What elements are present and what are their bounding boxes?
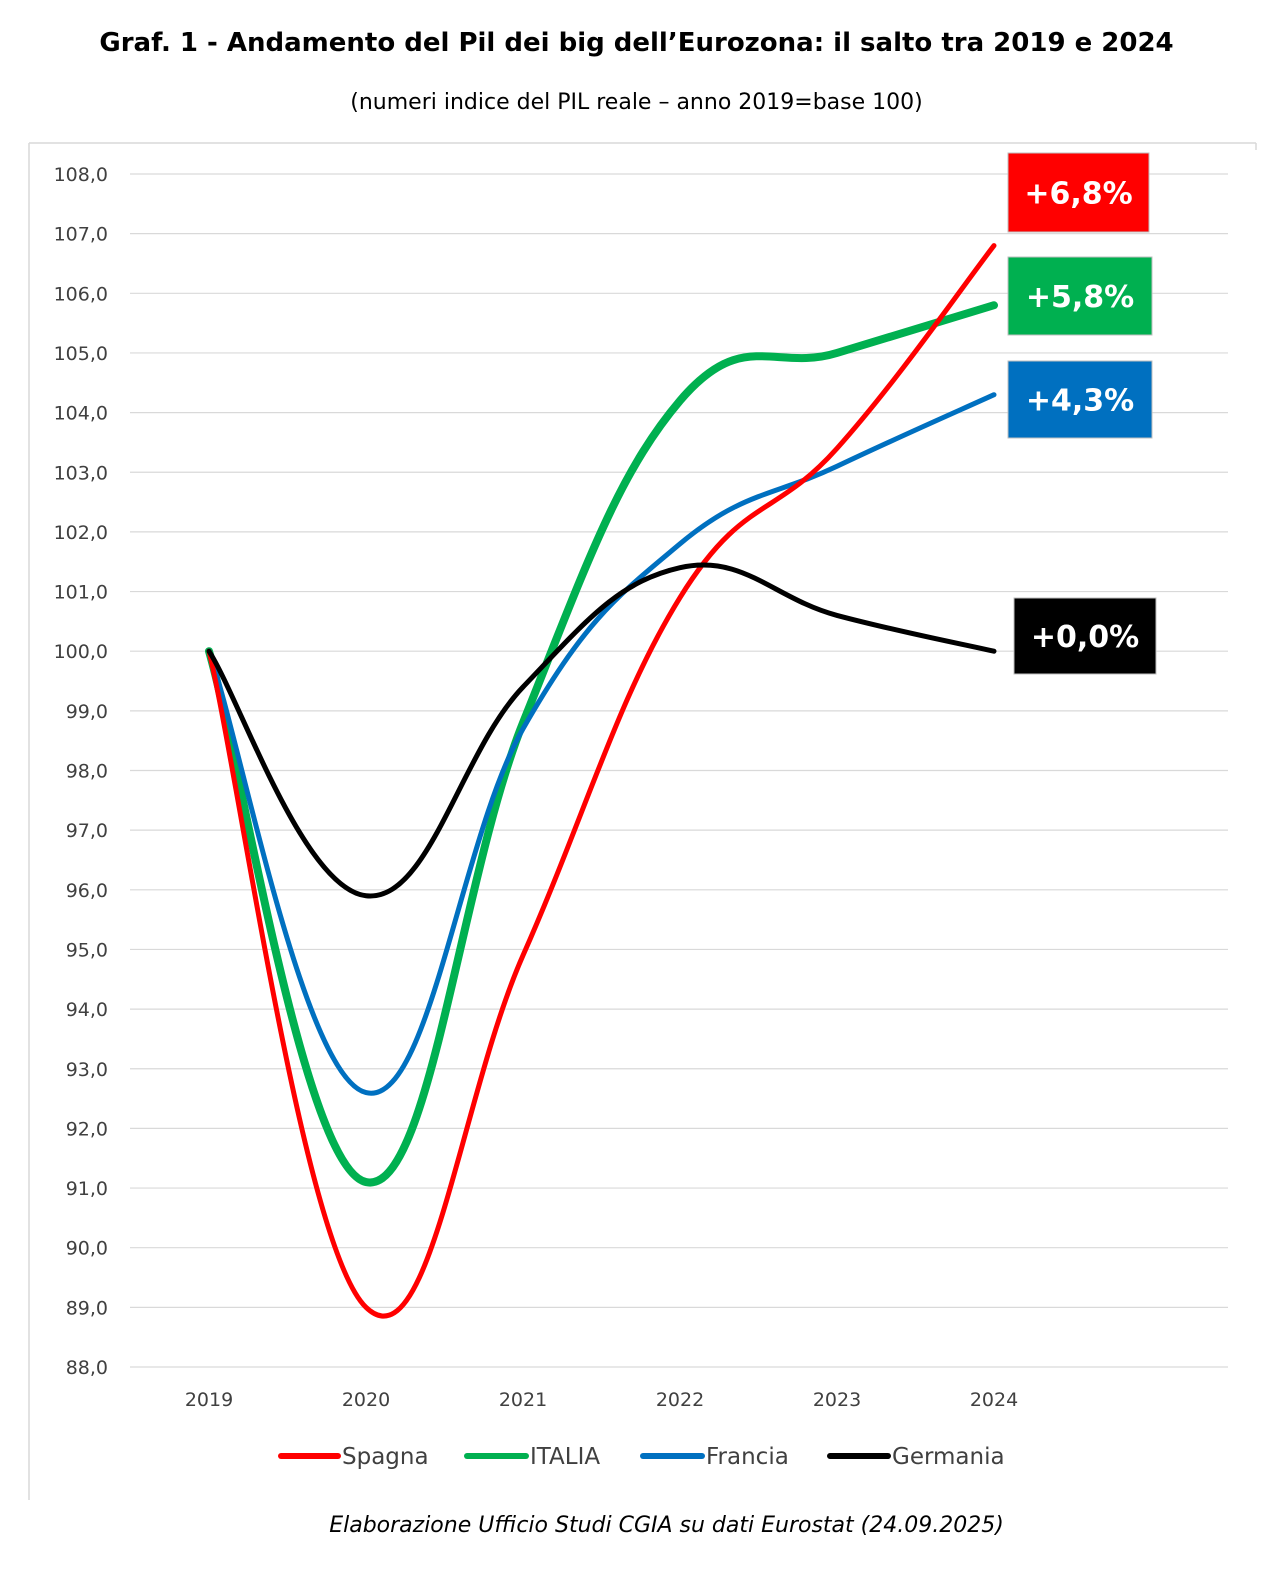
series-lines <box>205 243 998 1319</box>
legend-label: ITALIA <box>530 1444 600 1470</box>
legend: Spagna ITALIA Francia Germania <box>278 1444 1005 1470</box>
end-label-box <box>1007 360 1153 439</box>
y-tick-label: 100,0 <box>54 641 108 663</box>
x-tick-label: 2024 <box>970 1389 1018 1411</box>
y-tick-label: 94,0 <box>66 999 108 1021</box>
y-tick-label: 101,0 <box>54 582 108 604</box>
legend-label: Spagna <box>342 1444 429 1470</box>
series-line-italia <box>205 301 998 1187</box>
y-tick-label: 95,0 <box>66 939 108 961</box>
y-tick-label: 96,0 <box>66 880 108 902</box>
y-tick-label: 92,0 <box>66 1118 108 1140</box>
x-tick-label: 2020 <box>342 1389 390 1411</box>
legend-label: Francia <box>706 1444 789 1470</box>
legend-item-germania: Germania <box>827 1444 1005 1470</box>
chart-frame <box>28 142 1257 1500</box>
legend-item-spagna: Spagna <box>278 1444 429 1470</box>
chart-title: Graf. 1 - Andamento del Pil dei big dell… <box>99 28 1174 58</box>
y-tick-label: 99,0 <box>66 701 108 723</box>
legend-item-francia: Francia <box>640 1444 789 1470</box>
end-label-spagna: +6,8% <box>1007 152 1150 233</box>
end-label-text: +6,8% <box>1024 177 1132 212</box>
y-tick-label: 104,0 <box>54 403 108 425</box>
chart-subtitle: (numeri indice del PIL reale – anno 2019… <box>350 90 923 115</box>
series-line-spagna <box>206 243 997 1319</box>
x-tick-label: 2021 <box>499 1389 547 1411</box>
y-axis: 108,0 107,0 106,0 105,0 104,0 103,0 102,0 101,0… <box>54 164 108 1379</box>
y-tick-label: 98,0 <box>66 761 108 783</box>
end-label-box <box>1007 152 1150 233</box>
y-tick-label: 103,0 <box>54 462 108 484</box>
gridlines <box>130 173 1228 1368</box>
y-tick-label: 102,0 <box>54 522 108 544</box>
y-tick-label: 108,0 <box>54 164 108 186</box>
x-axis: 2019 2020 2021 2022 2023 2024 <box>185 1389 1018 1411</box>
end-labels: +6,8% +5,8% +4,3% +0,0% <box>1007 152 1157 675</box>
end-label-box <box>1007 256 1153 336</box>
end-label-text: +5,8% <box>1026 280 1134 315</box>
y-tick-label: 90,0 <box>66 1238 108 1260</box>
end-label-text: +0,0% <box>1031 620 1139 655</box>
x-tick-label: 2022 <box>656 1389 704 1411</box>
legend-label: Germania <box>892 1444 1005 1470</box>
y-tick-label: 91,0 <box>66 1178 108 1200</box>
y-tick-label: 97,0 <box>66 820 108 842</box>
x-tick-label: 2019 <box>185 1389 233 1411</box>
series-line-germania <box>206 562 997 899</box>
end-label-box <box>1013 597 1157 675</box>
end-label-germania: +0,0% <box>1013 597 1157 675</box>
x-tick-label: 2023 <box>813 1389 861 1411</box>
end-label-francia: +4,3% <box>1007 360 1153 439</box>
y-tick-label: 107,0 <box>54 224 108 246</box>
y-tick-label: 93,0 <box>66 1059 108 1081</box>
y-tick-label: 89,0 <box>66 1297 108 1319</box>
end-label-text: +4,3% <box>1026 384 1134 419</box>
y-tick-label: 106,0 <box>54 283 108 305</box>
end-label-italia: +5,8% <box>1007 256 1153 336</box>
y-tick-label: 88,0 <box>66 1357 108 1379</box>
series-line-francia <box>206 392 997 1096</box>
y-tick-label: 105,0 <box>54 343 108 365</box>
source-note: Elaborazione Ufficio Studi CGIA su dati … <box>329 1513 1004 1538</box>
legend-item-italia: ITALIA <box>464 1444 600 1470</box>
